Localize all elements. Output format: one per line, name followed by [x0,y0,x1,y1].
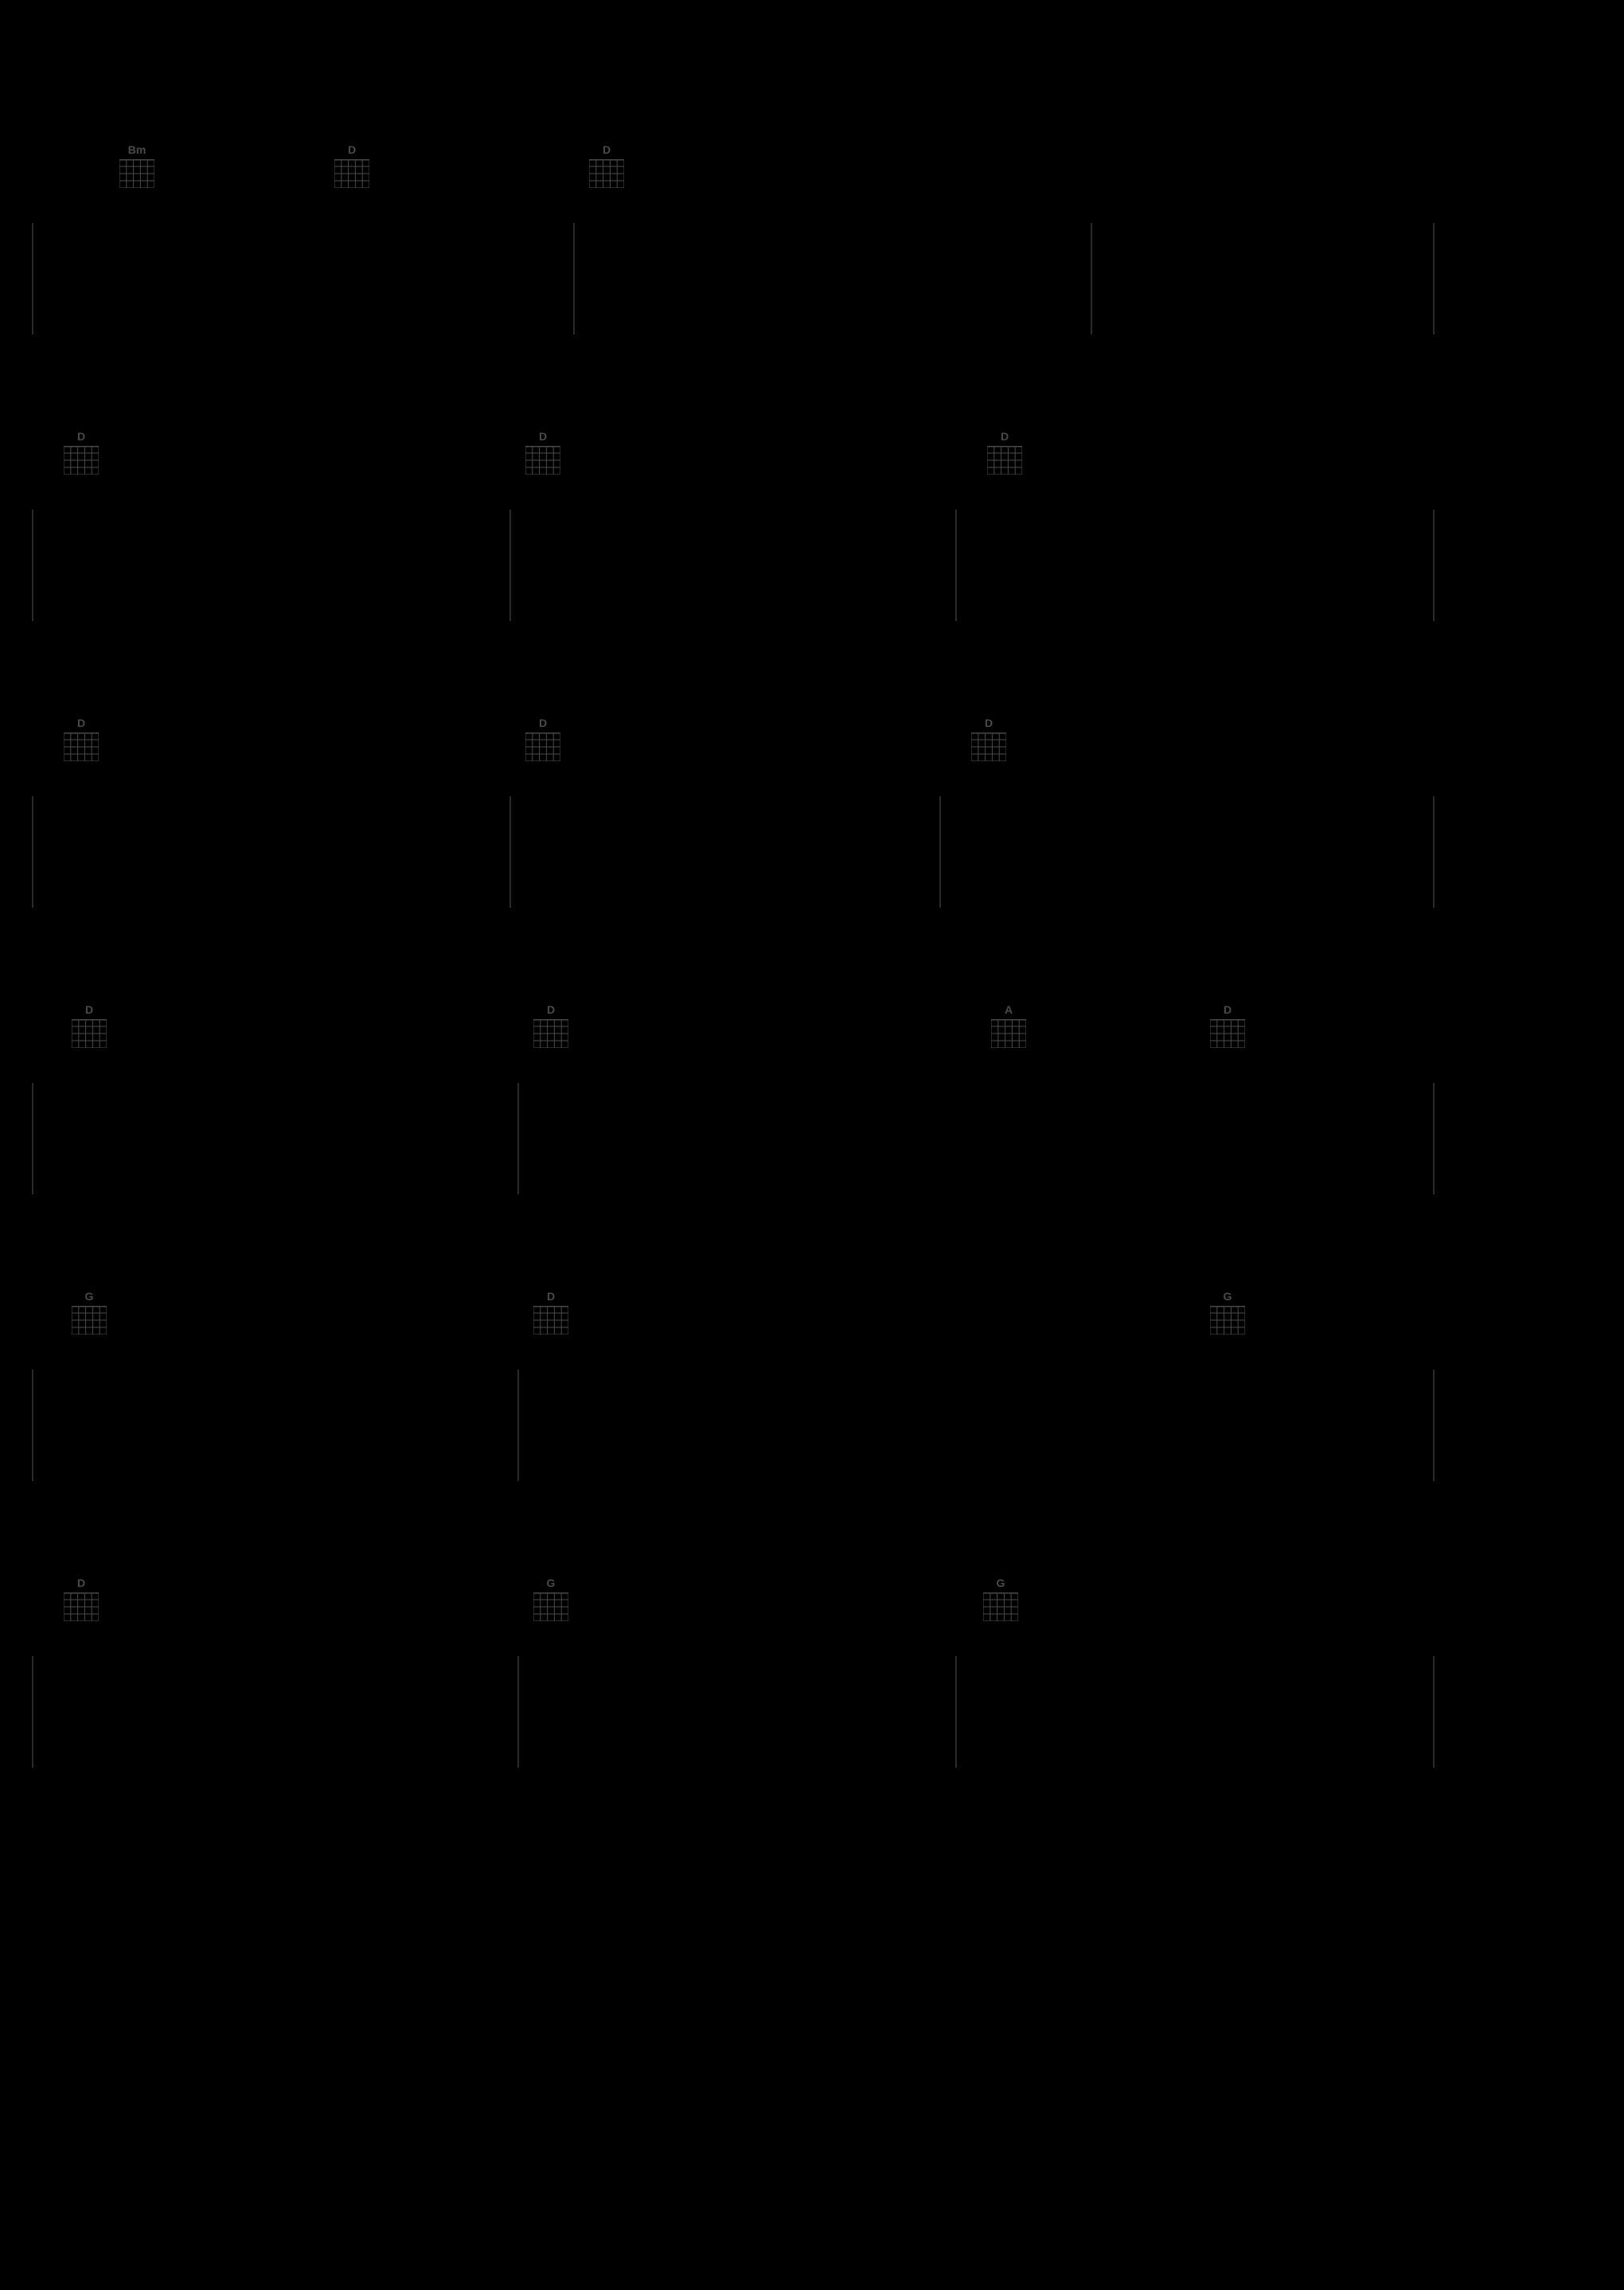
chord-name: D [985,717,993,729]
chord-name: D [539,717,547,729]
chord-name: D [348,143,356,156]
chord-diagram: D [525,430,560,475]
barline [517,1370,519,1481]
chord-grid [64,1592,99,1621]
chord-name: G [85,1290,94,1303]
chord-name: D [603,143,611,156]
chord-grid [533,1019,568,1048]
chord-grid [983,1592,1018,1621]
barline [32,1370,33,1481]
chord-grid [525,733,560,761]
chord-grid [72,1019,107,1048]
chord-name: D [85,1003,93,1016]
chord-grid [334,159,369,188]
chord-diagram: D [971,717,1006,761]
chord-grid [533,1306,568,1335]
barline [1433,223,1435,334]
chord-name: D [547,1003,555,1016]
chord-name: G [547,1577,556,1589]
barline [32,223,33,334]
chord-name: D [77,717,85,729]
barline [509,796,511,908]
chord-diagram: G [983,1577,1018,1621]
chord-diagram: D [334,143,369,188]
chord-grid [971,733,1006,761]
chord-grid [119,159,154,188]
barline [1433,1656,1435,1768]
chord-diagram: D [525,717,560,761]
chord-grid [987,446,1022,475]
chord-diagram: D [64,1577,99,1621]
chord-name: D [77,430,85,443]
chord-name: Bm [128,143,146,156]
barline [1433,796,1435,908]
chord-grid [1210,1019,1245,1048]
chord-name: D [1224,1003,1232,1016]
chord-name: G [997,1577,1005,1589]
chord-diagram: D [987,430,1022,475]
chord-diagram: D [533,1003,568,1048]
chord-name: A [1005,1003,1013,1016]
barline [1433,1370,1435,1481]
barline [32,1083,33,1194]
chord-name: D [539,430,547,443]
chord-diagram: D [533,1290,568,1335]
chord-diagram: G [1210,1290,1245,1335]
chord-diagram: A [991,1003,1026,1048]
barline [955,1656,957,1768]
chord-diagram: D [72,1003,107,1048]
barline [1433,510,1435,621]
chord-grid [64,733,99,761]
barline [509,510,511,621]
chord-diagram: D [1210,1003,1245,1048]
chord-diagram: D [64,430,99,475]
chord-diagram: G [533,1577,568,1621]
barline [1091,223,1092,334]
barline [1433,1083,1435,1194]
chord-grid [525,446,560,475]
chord-diagram: G [72,1290,107,1335]
chord-name: D [547,1290,555,1303]
chord-grid [64,446,99,475]
chord-diagram: D [589,143,624,188]
chord-grid [1210,1306,1245,1335]
chord-name: D [77,1577,85,1589]
barline [573,223,575,334]
chord-grid [991,1019,1026,1048]
barline [517,1083,519,1194]
chord-name: D [1001,430,1009,443]
chord-grid [72,1306,107,1335]
barline [32,796,33,908]
chord-grid [533,1592,568,1621]
chord-diagram: D [64,717,99,761]
chord-diagram: Bm [119,143,154,188]
barline [517,1656,519,1768]
barline [955,510,957,621]
barline [32,1656,33,1768]
barline [939,796,941,908]
chord-name: G [1224,1290,1232,1303]
chord-grid [589,159,624,188]
barline [32,510,33,621]
